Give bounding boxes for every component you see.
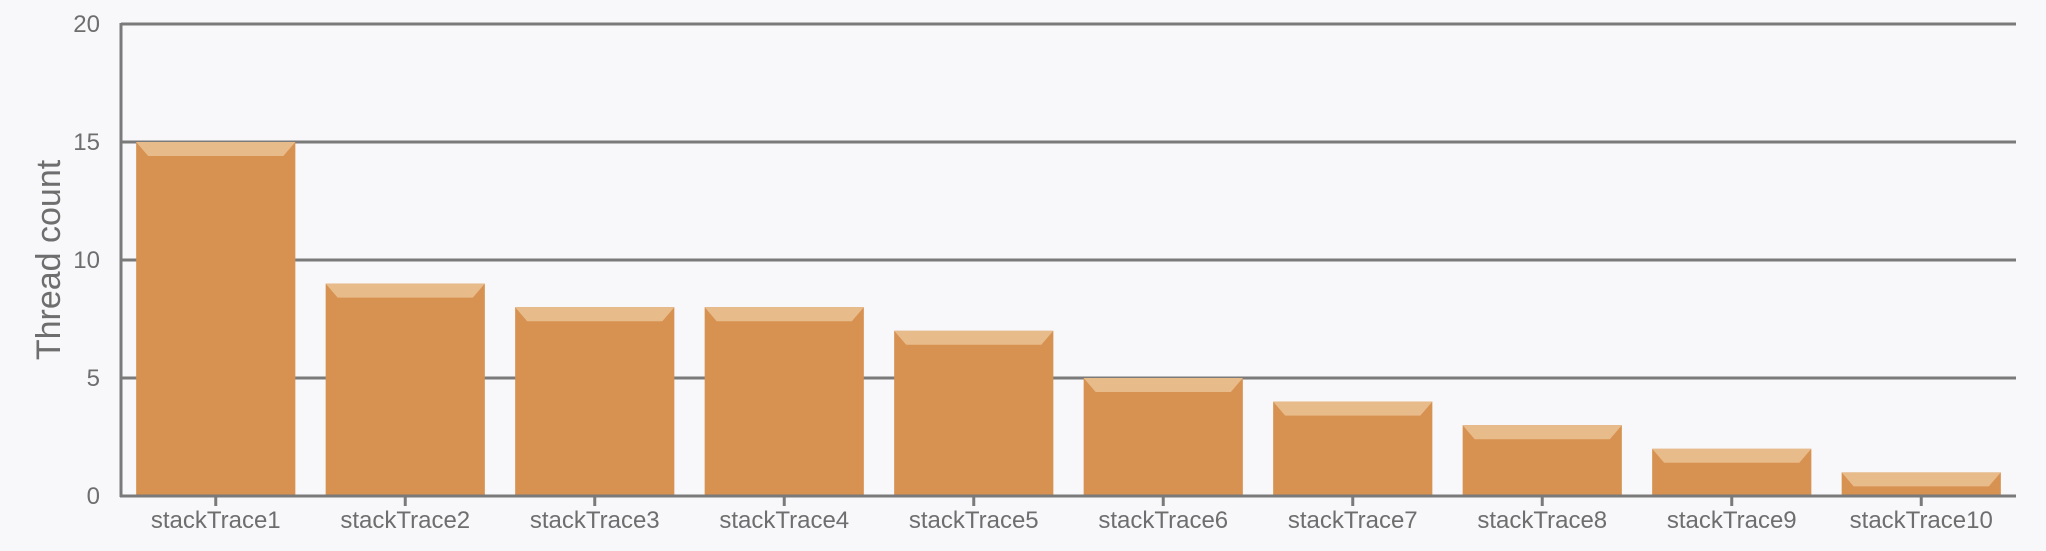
x-tick-label: stackTrace7 xyxy=(1288,507,1418,534)
bar-stackTrace6 xyxy=(1083,378,1243,496)
y-tick-label: 15 xyxy=(73,129,100,156)
bar-highlight xyxy=(894,330,1054,345)
x-tick-label: stackTrace9 xyxy=(1667,507,1797,534)
bar-stackTrace2 xyxy=(325,283,485,496)
x-tick-label: stackTrace3 xyxy=(530,507,660,534)
bar-highlight xyxy=(704,307,864,322)
y-tick-label: 0 xyxy=(87,483,100,510)
bar-highlight xyxy=(136,142,296,156)
bar-body xyxy=(1273,401,1433,496)
bar-stackTrace5 xyxy=(894,330,1054,496)
bar-stackTrace4 xyxy=(704,307,864,496)
bar-stackTrace1 xyxy=(136,142,296,496)
bar-highlight xyxy=(1083,378,1243,392)
bar-highlight xyxy=(1273,401,1433,416)
x-tick-label: stackTrace6 xyxy=(1098,507,1228,534)
x-tick-label: stackTrace4 xyxy=(719,507,849,534)
bar-highlight xyxy=(1841,472,2001,487)
bar-highlight xyxy=(325,283,485,298)
y-tick-label: 5 xyxy=(87,365,100,392)
x-tick-labels: stackTrace1 stackTrace2 stackTrace3 stackTr… xyxy=(151,507,1993,534)
x-tick-label: stackTrace8 xyxy=(1477,507,1607,534)
bar-body xyxy=(894,330,1054,496)
y-tick-label: 10 xyxy=(73,247,100,274)
bar-stackTrace7 xyxy=(1273,401,1433,496)
bar-body xyxy=(515,307,675,496)
bar-body xyxy=(1083,378,1243,496)
bar-stackTrace8 xyxy=(1462,425,1622,496)
grid-lines xyxy=(121,22,2016,380)
bar-stackTrace3 xyxy=(515,307,675,496)
x-tick-label: stackTrace2 xyxy=(340,507,470,534)
x-tick-label: stackTrace1 xyxy=(151,507,281,534)
bars xyxy=(136,142,2001,496)
bar-body xyxy=(136,142,296,496)
bar-body xyxy=(704,307,864,496)
bar-highlight xyxy=(1462,425,1622,440)
axes xyxy=(119,23,2016,506)
bar-body xyxy=(325,283,485,496)
y-tick-labels: 0 5 10 15 20 xyxy=(73,11,100,510)
x-tick-label: stackTrace10 xyxy=(1850,507,1993,534)
bar-highlight xyxy=(515,307,675,322)
x-tick-label: stackTrace5 xyxy=(909,507,1039,534)
bar-stackTrace10 xyxy=(1841,472,2001,496)
y-tick-label: 20 xyxy=(73,11,100,38)
bar-highlight xyxy=(1652,448,1812,463)
y-axis-title: Thread count xyxy=(30,159,68,360)
bar-stackTrace9 xyxy=(1652,448,1812,496)
